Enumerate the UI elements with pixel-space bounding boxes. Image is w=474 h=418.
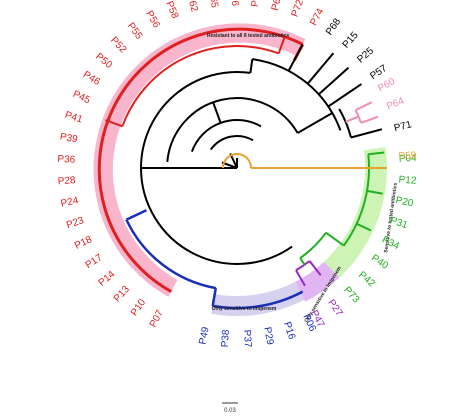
black-root-lines xyxy=(141,153,238,169)
taxon-label-p59: P59 xyxy=(398,150,417,162)
taxon-label-p49: P49 xyxy=(197,326,211,346)
green-cluster-band xyxy=(324,147,387,278)
red-cluster-annotation: Resistant to all 8 tested antibiotics xyxy=(207,33,289,39)
taxon-label-p25: P25 xyxy=(355,45,376,65)
taxon-label-p65: P65 xyxy=(206,0,219,9)
taxon-label-p24: P24 xyxy=(60,195,80,209)
taxon-label-p36: P36 xyxy=(57,154,76,166)
green-clade-branch xyxy=(299,151,385,266)
taxon-label-p15: P15 xyxy=(341,30,361,51)
taxon-label-p18: P18 xyxy=(73,234,94,252)
taxon-label-p23: P23 xyxy=(65,215,86,231)
taxon-label-p64: P64 xyxy=(385,96,406,113)
purple-cluster-band xyxy=(295,261,340,302)
taxon-label-p45: P45 xyxy=(71,89,92,107)
taxon-label-p50: P50 xyxy=(93,51,114,71)
pink-outgroup-branch xyxy=(345,101,379,124)
orange-branch xyxy=(222,153,387,169)
taxon-label-p74: P74 xyxy=(308,6,326,27)
taxon-label-p41: P41 xyxy=(64,110,85,126)
taxon-label-p38: P38 xyxy=(220,329,232,348)
black-upper-branches xyxy=(212,43,383,139)
taxon-label-p29: P29 xyxy=(261,326,275,346)
taxon-label-p17: P17 xyxy=(84,252,105,271)
taxon-label-p66: P66 xyxy=(229,0,240,7)
taxon-label-p27: P27 xyxy=(325,298,344,319)
taxon-label-p07: P07 xyxy=(148,308,166,329)
taxon-label-p42: P42 xyxy=(356,270,377,290)
taxon-label-p58: P58 xyxy=(163,0,180,21)
taxon-label-p52: P52 xyxy=(108,35,129,56)
taxon-label-p55: P55 xyxy=(125,21,145,42)
scale-bar: 0.03 xyxy=(222,402,238,414)
black-backbone-arc xyxy=(140,70,293,265)
taxon-label-p28: P28 xyxy=(57,175,76,187)
taxon-label-p56: P56 xyxy=(143,9,162,30)
taxon-label-p20: P20 xyxy=(395,195,415,209)
black-inner-arc xyxy=(166,97,299,162)
taxon-label-p69: P69 xyxy=(270,0,285,12)
taxon-label-p68: P68 xyxy=(324,16,343,37)
taxon-label-p46: P46 xyxy=(81,69,102,88)
taxon-label-p67: P67 xyxy=(250,0,263,8)
taxon-label-p10: P10 xyxy=(129,297,148,318)
purple-clade-branch xyxy=(295,260,322,287)
taxon-label-p39: P39 xyxy=(59,132,79,146)
taxon-label-p62: P62 xyxy=(184,0,199,14)
taxon-label-p16: P16 xyxy=(281,321,297,342)
cluster-bands xyxy=(93,23,387,317)
taxon-label-p71: P71 xyxy=(393,119,413,134)
taxon-label-p13: P13 xyxy=(112,284,132,305)
taxon-label-p12: P12 xyxy=(398,175,417,187)
scale-bar-label: 0.03 xyxy=(224,408,236,414)
red-clade-inner-arc xyxy=(105,36,286,128)
taxon-label-p14: P14 xyxy=(97,269,118,289)
taxon-label-p73: P73 xyxy=(341,285,361,306)
blue-cluster-annotation: Only sensitive to Imipenem xyxy=(212,306,277,312)
blue-clade-arc xyxy=(125,209,304,310)
taxon-label-p37: P37 xyxy=(241,329,253,348)
taxon-label-p72: P72 xyxy=(289,0,306,19)
taxon-label-p40: P40 xyxy=(369,253,390,272)
taxon-label-p04: P04 xyxy=(399,153,418,165)
tree-branches xyxy=(97,27,387,310)
